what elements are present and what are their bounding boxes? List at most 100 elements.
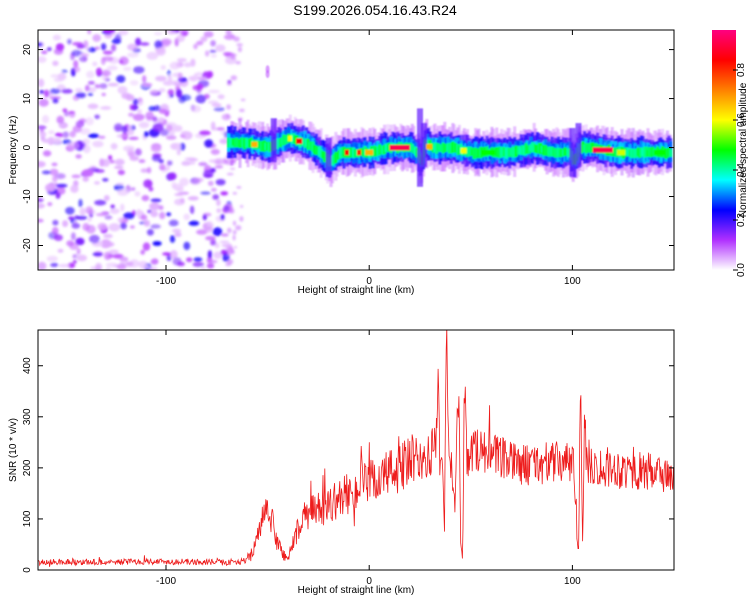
noise-blob [212, 227, 223, 237]
noise-blob [172, 257, 182, 266]
noise-blob [169, 61, 181, 70]
noise-blob [128, 125, 133, 133]
track-segment [478, 146, 483, 159]
x-tick-label: -100 [156, 576, 176, 587]
noise-blob [123, 212, 135, 220]
noise-blob [230, 249, 235, 255]
noise-blob [48, 130, 55, 135]
noise-blob [174, 193, 184, 197]
noise-blob [167, 89, 174, 96]
noise-blob [71, 232, 76, 241]
track-hotspot [296, 138, 303, 144]
noise-blob [118, 60, 124, 64]
track-segment [441, 142, 445, 154]
noise-blob [236, 186, 242, 189]
noise-blob [86, 70, 95, 79]
noise-blob [143, 179, 153, 189]
noise-blob [117, 86, 128, 94]
noise-blob [120, 203, 125, 212]
noise-blob [232, 220, 237, 226]
noise-blob [95, 262, 103, 270]
noise-blob [137, 109, 143, 114]
track-segment [249, 137, 253, 148]
noise-blob [156, 47, 166, 56]
noise-blob [214, 242, 220, 249]
noise-blob [75, 215, 88, 220]
colorbar-ticks: 0.0 0.2 0.4 0.6 0.8 [733, 63, 747, 277]
noise-blob [129, 104, 134, 111]
y-tick-label: 0 [22, 567, 33, 573]
snr-series-line [38, 330, 674, 567]
noise-blob [42, 150, 52, 157]
noise-blob [61, 69, 68, 74]
noise-blob [71, 49, 82, 57]
track-segment [581, 141, 585, 153]
track-segment [236, 138, 240, 148]
noise-blob [75, 92, 86, 99]
noise-blob [220, 214, 225, 221]
noise-blob [79, 207, 86, 216]
spectrogram-track-layer [227, 65, 673, 187]
noise-blob [76, 254, 88, 262]
noise-blob [165, 135, 177, 140]
noise-blob [152, 123, 164, 132]
noise-blob [128, 151, 136, 158]
noise-blob [233, 36, 240, 42]
track-segment [644, 146, 648, 157]
noise-blob [99, 158, 105, 167]
x-tick-label: 0 [366, 276, 372, 287]
noise-blob [209, 49, 217, 54]
noise-blob [70, 184, 79, 193]
noise-blob [226, 104, 232, 110]
y-tick-label: 400 [22, 357, 33, 374]
noise-blob [52, 226, 59, 236]
colorbar: 0.0 0.2 0.4 0.6 0.8 Normalized spectral ampl… [712, 30, 749, 277]
track-segment [631, 149, 635, 158]
noise-blob [58, 123, 68, 127]
noise-blob [41, 138, 53, 143]
track-segment [526, 145, 530, 154]
noise-blob [232, 234, 236, 241]
colorbar-tick-label: 0.6 [736, 113, 747, 127]
noise-blob [41, 170, 52, 175]
noise-blob [193, 43, 198, 50]
noise-blob [117, 30, 129, 36]
track-segment [275, 138, 279, 149]
track-segment [282, 134, 286, 146]
noise-blob [150, 198, 162, 203]
noise-blob [200, 191, 211, 195]
noise-blob [52, 34, 62, 41]
track-segment [625, 147, 629, 157]
noise-blob [162, 80, 174, 86]
noise-blob [146, 229, 154, 236]
noise-blob [53, 137, 62, 145]
noise-blob [52, 175, 58, 183]
noise-blob [233, 246, 238, 249]
noise-blob [101, 69, 112, 77]
track-segment [552, 147, 556, 157]
track-segment [558, 149, 562, 158]
noise-blob [239, 108, 245, 113]
noise-blob [87, 217, 92, 222]
y-tick-label: 0 [22, 144, 33, 150]
noise-blob [188, 220, 200, 226]
noise-blob [89, 234, 100, 244]
y-tick-label: 10 [22, 93, 33, 105]
noise-blob [205, 236, 216, 241]
track-segment [517, 145, 522, 155]
track-segment [539, 143, 543, 155]
track-hotspot [389, 144, 410, 151]
track-segment [339, 147, 343, 159]
track-segment [529, 144, 533, 152]
colorbar-tick-label: 0.2 [736, 213, 747, 227]
noise-blob [230, 167, 236, 170]
track-segment [231, 138, 235, 146]
noise-blob [213, 251, 222, 259]
noise-blob [239, 205, 244, 208]
track-segment [448, 143, 452, 154]
noise-blob [126, 52, 139, 58]
noise-blob [82, 176, 89, 182]
track-hotspot [287, 135, 292, 142]
track-hotspot [251, 141, 258, 148]
track-segment [352, 147, 356, 159]
